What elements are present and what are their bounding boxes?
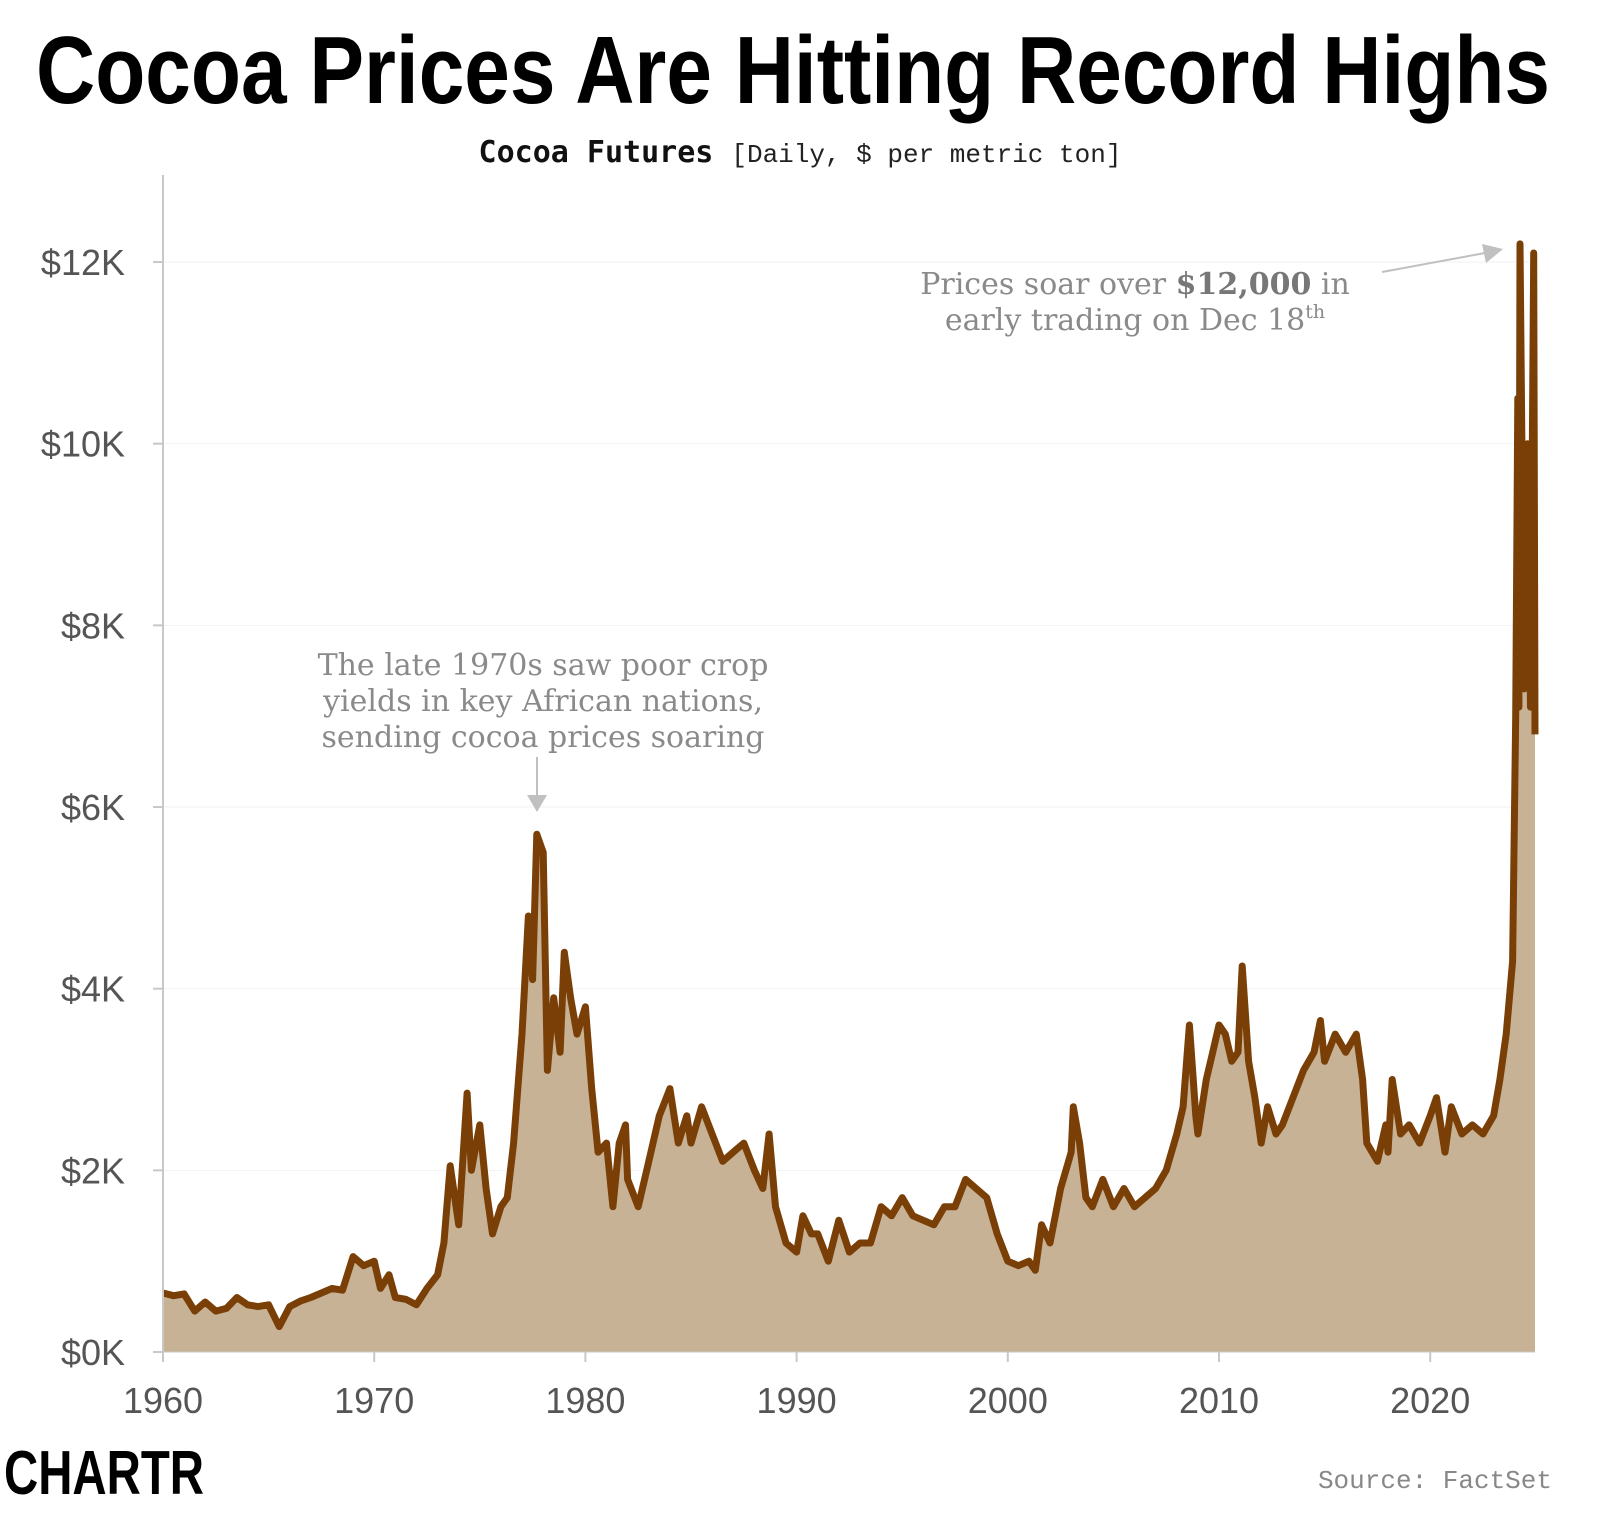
arrow-down-icon [527, 795, 547, 812]
annotation-1970s-line-1: The late 1970s saw poor crop [318, 648, 769, 683]
x-tick-label: 1980 [545, 1380, 625, 1421]
annotation-2024-arrow-shaft [1381, 252, 1486, 273]
subtitle-units: [Daily, $ per metric ton] [731, 140, 1121, 170]
annotation-2024-value: $12,000 [1176, 267, 1312, 302]
chart-title: Cocoa Prices Are Hitting Record Highs [36, 17, 1550, 124]
annotation-2024-line-2: early trading on Dec 18th [945, 301, 1325, 338]
chartr-logo: CHARTR [4, 1439, 204, 1508]
y-tick-label: $12K [41, 242, 125, 283]
annotation-2024: Prices soar over $12,000 in early tradin… [920, 244, 1503, 338]
annotation-2024-text-c: in [1311, 267, 1349, 302]
annotation-2024-line-1: Prices soar over $12,000 in [920, 267, 1350, 302]
x-tick-label: 1960 [123, 1380, 203, 1421]
chart-subtitle: Cocoa Futures [Daily, $ per metric ton] [479, 135, 1122, 170]
x-tick-label: 2010 [1179, 1380, 1259, 1421]
x-tick-label: 2000 [968, 1380, 1048, 1421]
annotation-1970s-line-2: yields in key African nations, [322, 684, 763, 719]
y-tick-label: $8K [61, 605, 125, 646]
x-tick-label: 2020 [1390, 1380, 1470, 1421]
y-axis-ticks: $0K $2K $4K $6K $8K $10K $12K [41, 242, 163, 1373]
annotation-2024-superscript: th [1305, 301, 1325, 323]
source-note: Source: FactSet [1318, 1466, 1552, 1496]
y-tick-label: $6K [61, 787, 125, 828]
annotation-2024-date: early trading on Dec 18 [945, 303, 1305, 338]
subtitle-series: Cocoa Futures [479, 135, 714, 170]
price-line [162, 240, 1539, 1331]
y-tick-label: $10K [41, 424, 125, 465]
annotation-1970s-line-3: sending cocoa prices soaring [322, 720, 765, 755]
y-tick-label: $4K [61, 969, 125, 1010]
x-tick-label: 1970 [334, 1380, 414, 1421]
x-axis-ticks: 1960 1970 1980 1990 2000 2010 2020 [123, 1352, 1470, 1421]
annotation-2024-text-a: Prices soar over [920, 267, 1175, 302]
y-tick-label: $0K [61, 1332, 125, 1373]
price-area-fill [163, 243, 1535, 1352]
arrow-right-icon [1482, 244, 1503, 263]
annotation-1970s: The late 1970s saw poor crop yields in k… [318, 648, 769, 812]
x-tick-label: 1990 [757, 1380, 837, 1421]
y-tick-label: $2K [61, 1150, 125, 1191]
